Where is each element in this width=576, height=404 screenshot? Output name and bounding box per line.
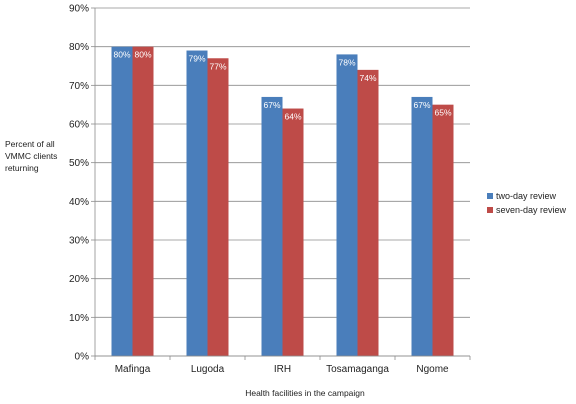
bars [111,46,454,357]
data-label: 79% [188,54,205,64]
category-label: Tosamaganga [326,364,389,375]
category-label: Mafinga [115,364,151,375]
bar [207,58,229,357]
category-label: Ngome [416,364,449,375]
y-tick-label: 50% [69,158,89,169]
y-axis-title-line: returning [5,163,39,173]
y-tick-label: 30% [69,236,89,247]
bar [357,69,379,356]
bar [336,54,358,357]
x-axis-title: Health facilities in the campaign [245,388,365,398]
bar [111,46,133,357]
y-tick-label: 70% [69,81,89,92]
data-label: 65% [434,108,451,118]
data-label: 77% [209,61,226,71]
bar [282,108,304,357]
bar [186,50,208,357]
bar [432,104,454,357]
legend-swatch [487,207,493,213]
y-tick-label: 0% [75,352,90,363]
y-axis-title-line: Percent of all [5,139,55,149]
labels: 0% 10% 20% 30% 40% 50% 60% 70% 80% 90% 80% 80% Mafin… [5,4,452,399]
y-tick-label: 20% [69,274,89,285]
bar [411,96,433,356]
data-label: 80% [113,50,130,60]
y-axis-title-line: VMMC clients [5,151,57,161]
data-label: 67% [413,100,430,110]
legend-swatch [487,193,493,199]
y-tick-label: 10% [69,313,89,324]
category-label: Lugoda [191,364,225,375]
bar [261,96,283,356]
data-label: 78% [338,57,355,67]
legend-label: two-day review [496,191,557,201]
legend-label: seven-day review [496,205,567,215]
axes [91,7,471,360]
category-label: IRH [274,364,291,375]
data-label: 64% [284,112,301,122]
data-label: 80% [134,50,151,60]
data-label: 67% [263,100,280,110]
data-label: 74% [359,73,376,83]
y-axis-title: Percent of all VMMC clients returning [5,139,57,173]
bar [132,46,154,357]
y-tick-label: 40% [69,197,89,208]
y-tick-label: 60% [69,120,89,131]
y-tick-label: 90% [69,4,89,15]
legend: two-day review seven-day review [487,191,567,215]
y-tick-label: 80% [69,42,89,53]
